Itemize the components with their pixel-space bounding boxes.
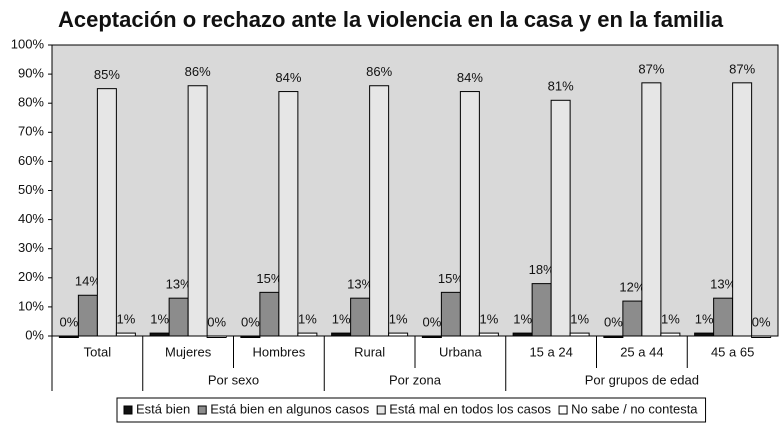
data-label: 1% [150, 312, 169, 327]
data-label: 0% [752, 314, 771, 329]
data-label: 12% [619, 280, 645, 295]
bar [77, 294, 98, 337]
data-label: 1% [661, 312, 680, 327]
y-tick-label: 80% [18, 95, 44, 110]
data-label: 1% [479, 312, 498, 327]
bar [732, 82, 753, 337]
bar [278, 91, 299, 337]
x-tick-label: Rural [354, 344, 385, 359]
y-tick-label: 50% [18, 182, 44, 197]
data-label: 1% [332, 312, 351, 327]
data-label: 15% [256, 271, 282, 286]
data-label: 14% [75, 274, 101, 289]
data-label: 0% [422, 314, 441, 329]
y-tick-label: 10% [18, 298, 44, 313]
bar [622, 300, 643, 337]
plot-area [51, 44, 779, 337]
data-label: 81% [548, 79, 574, 94]
bar [440, 291, 461, 337]
data-label: 1% [570, 312, 589, 327]
data-label: 13% [710, 277, 736, 292]
bar [531, 283, 552, 337]
y-tick-label: 0% [25, 327, 44, 342]
legend-swatch [376, 405, 386, 415]
data-label: 13% [166, 277, 192, 292]
data-label: 1% [298, 312, 317, 327]
data-label: 84% [457, 70, 483, 85]
data-label: 13% [347, 277, 373, 292]
y-tick-label: 90% [18, 66, 44, 81]
x-tick-label: Total [84, 344, 112, 359]
legend-label: No sabe / no contesta [571, 401, 698, 416]
bar [96, 88, 117, 337]
bar [259, 291, 280, 337]
data-label: 86% [366, 64, 392, 79]
bar [369, 85, 390, 337]
x-tick-label: Mujeres [165, 344, 212, 359]
legend-swatch [197, 405, 207, 415]
y-tick-label: 100% [11, 36, 45, 51]
group-label: Por zona [389, 372, 442, 387]
data-label: 15% [438, 271, 464, 286]
group-label: Por sexo [208, 372, 259, 387]
legend-label: Está mal en todos los casos [389, 401, 551, 416]
data-label: 85% [94, 67, 120, 82]
data-label: 84% [275, 70, 301, 85]
x-tick-label: 45 a 65 [711, 344, 754, 359]
x-tick-label: 25 a 44 [620, 344, 663, 359]
data-label: 1% [389, 312, 408, 327]
bar [713, 297, 734, 337]
data-label: 1% [513, 312, 532, 327]
y-tick-label: 40% [18, 211, 44, 226]
chart-title: Aceptación o rechazo ante la violencia e… [58, 7, 724, 32]
y-tick-label: 30% [18, 240, 44, 255]
data-label: 18% [529, 262, 555, 277]
data-label: 0% [207, 314, 226, 329]
legend-box [116, 397, 707, 423]
data-label: 0% [59, 314, 78, 329]
group-label: Por grupos de edad [585, 372, 699, 387]
data-label: 0% [241, 314, 260, 329]
y-tick-label: 70% [18, 124, 44, 139]
x-tick-label: Urbana [439, 344, 482, 359]
bar [459, 91, 480, 337]
bar [550, 99, 571, 337]
bar [641, 82, 662, 337]
x-tick-label: Hombres [253, 344, 306, 359]
data-label: 0% [604, 314, 623, 329]
y-tick-label: 20% [18, 269, 44, 284]
data-label: 1% [116, 312, 135, 327]
legend-swatch [558, 405, 568, 415]
bar [350, 297, 371, 337]
legend-label: Está bien en algunos casos [210, 401, 369, 416]
y-tick-label: 60% [18, 153, 44, 168]
legend-swatch [123, 405, 133, 415]
data-label: 86% [185, 64, 211, 79]
data-label: 87% [729, 61, 755, 76]
legend-label: Está bien [136, 401, 190, 416]
data-label: 1% [695, 312, 714, 327]
x-tick-label: 15 a 24 [529, 344, 572, 359]
data-label: 87% [638, 61, 664, 76]
bar [187, 85, 208, 337]
bar [168, 297, 189, 337]
